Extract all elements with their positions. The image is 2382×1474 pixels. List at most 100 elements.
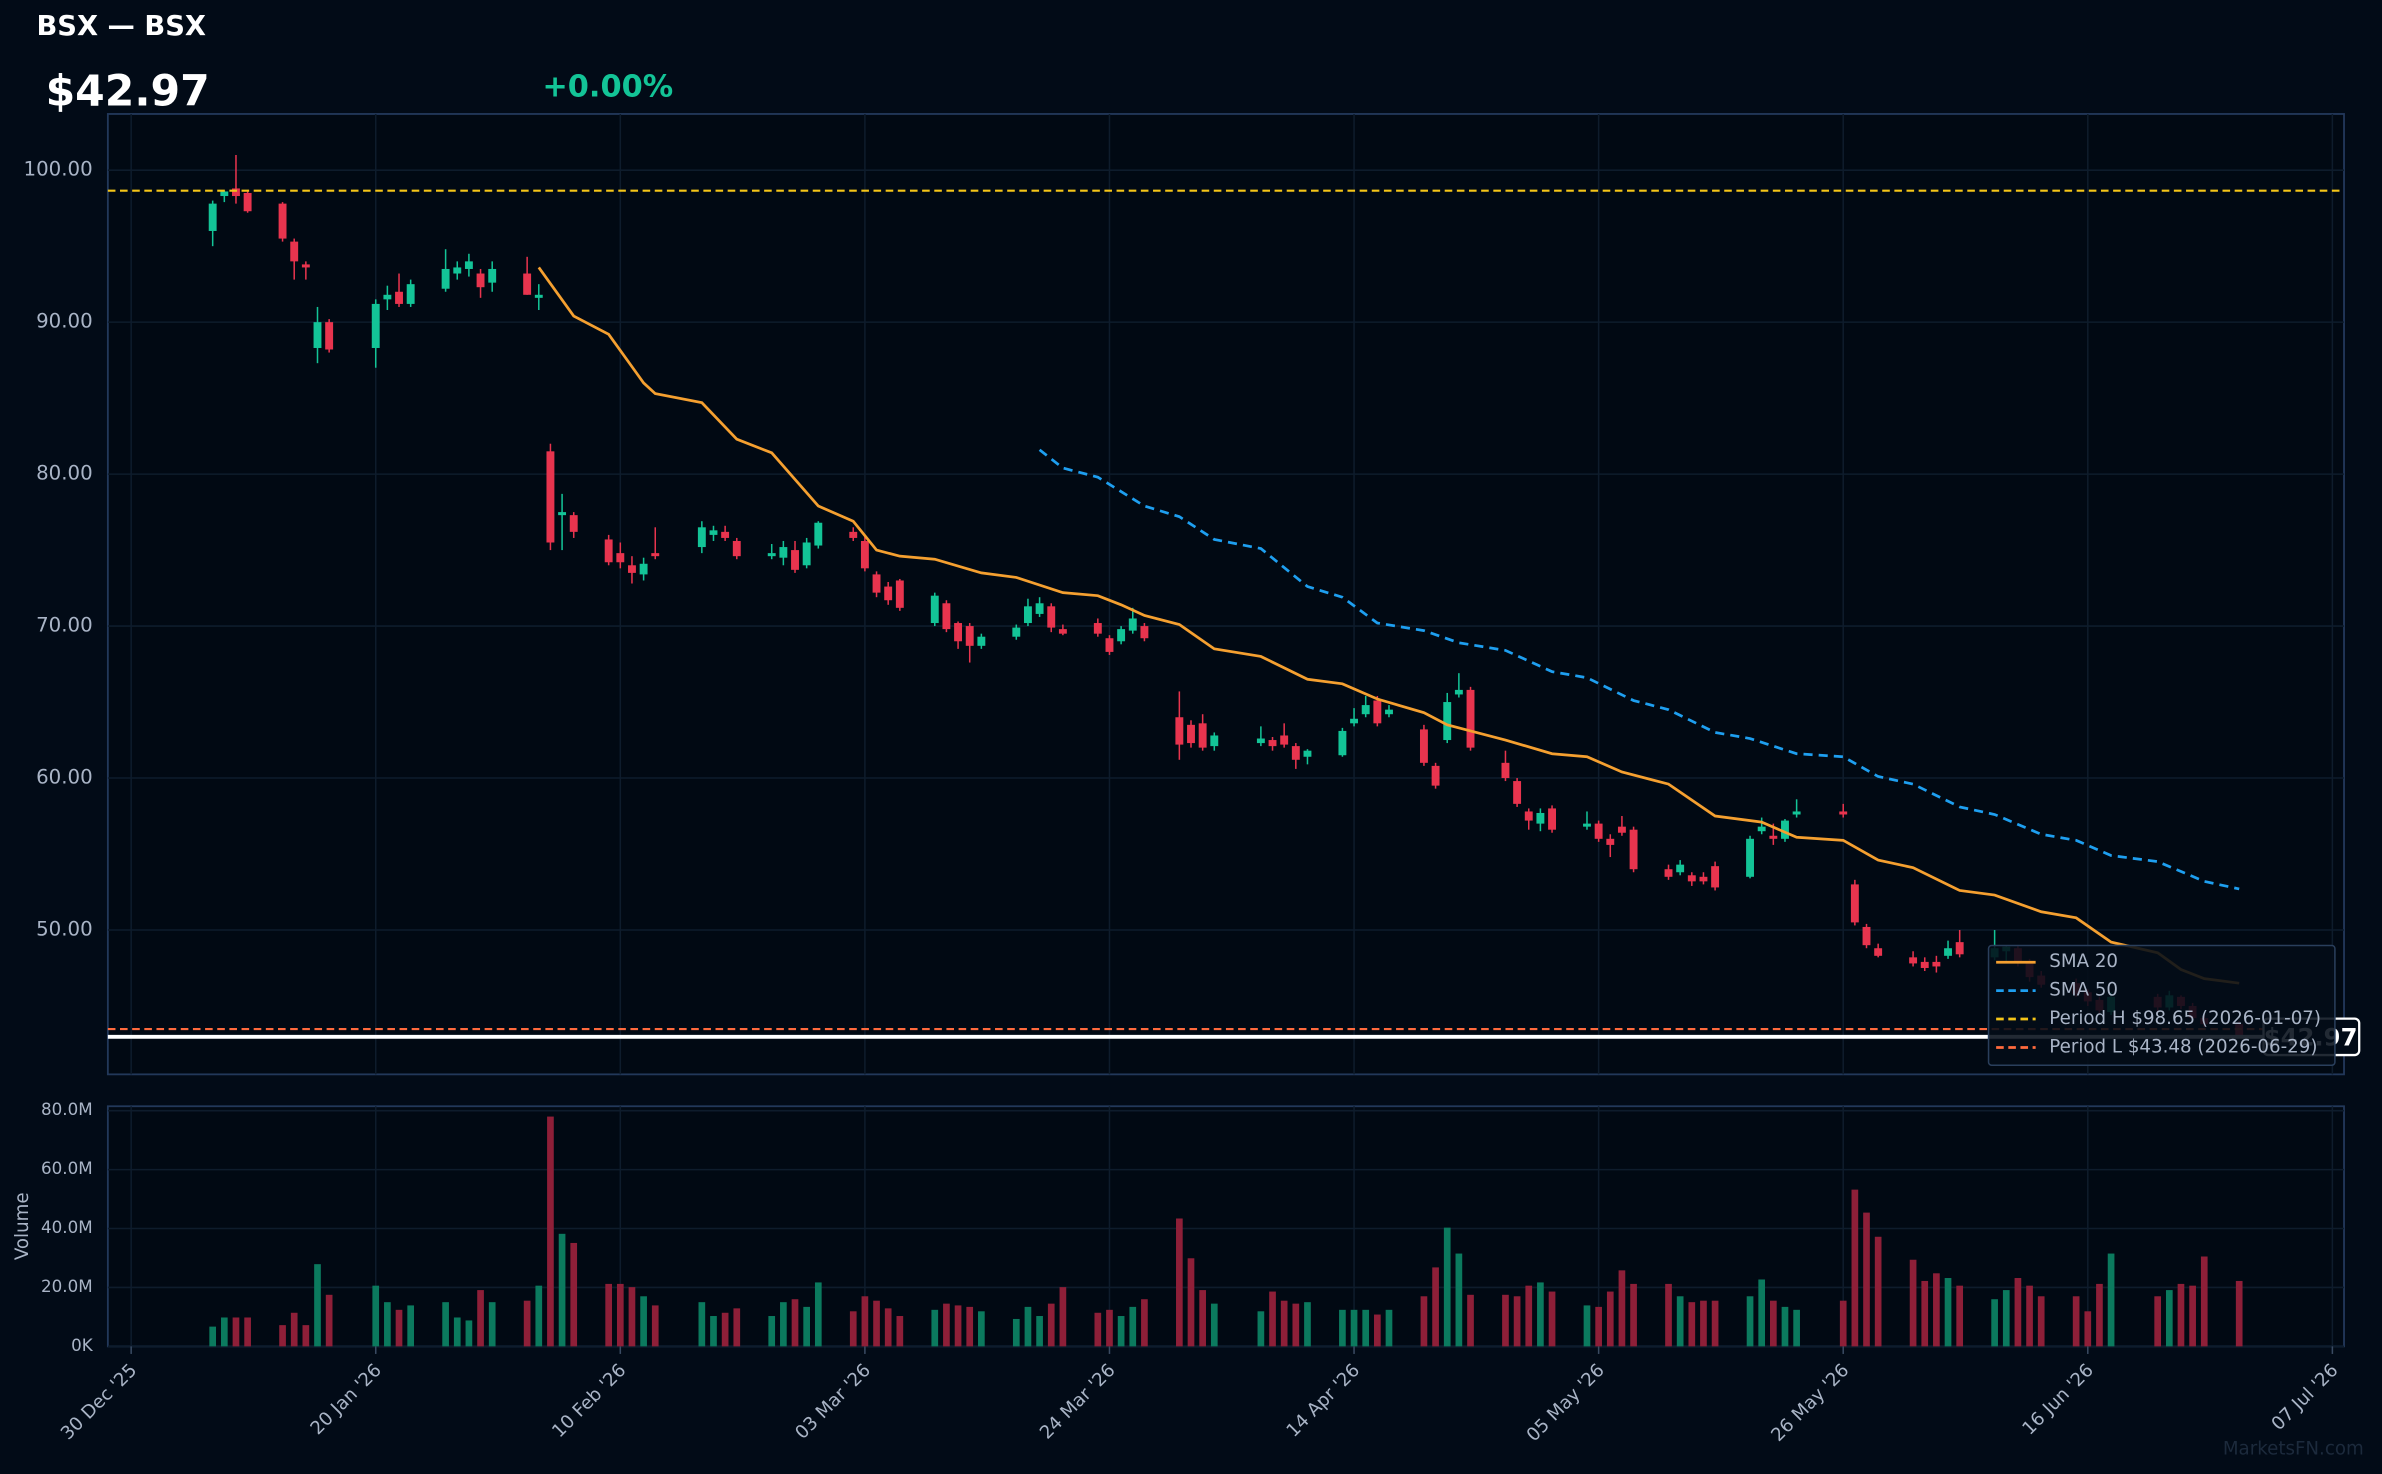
volume-bar (768, 1316, 776, 1347)
volume-bar (1467, 1294, 1474, 1347)
candle-body (546, 451, 555, 543)
volume-bar (710, 1316, 717, 1347)
volume-bar (1839, 1300, 1847, 1347)
volume-bar (1758, 1279, 1766, 1347)
candle-body (1280, 735, 1289, 745)
candle-body (1198, 723, 1207, 748)
candle-body (942, 603, 951, 630)
volume-bar (1793, 1309, 1800, 1347)
volume-bar (279, 1325, 286, 1347)
candle-body (1594, 823, 1603, 839)
volume-bar (954, 1305, 962, 1347)
volume-bar (302, 1325, 310, 1347)
volume-bar (2084, 1311, 2092, 1347)
volume-tick-label: 40.0M (41, 1217, 93, 1237)
candle-body (1629, 829, 1638, 870)
candle-body (1944, 948, 1952, 956)
volume-bar (232, 1317, 240, 1347)
candle-body (488, 268, 497, 283)
candle-body (639, 563, 648, 575)
candle-body (1454, 689, 1463, 695)
volume-bar (1176, 1218, 1183, 1347)
volume-bar (1257, 1311, 1265, 1347)
candle-body (1419, 729, 1428, 763)
candle-body (1128, 618, 1137, 631)
candle-body (406, 284, 415, 304)
candle-body (977, 636, 986, 646)
candle-body (1431, 765, 1440, 786)
volume-tick-label: 80.0M (41, 1099, 93, 1119)
volume-bar (547, 1116, 554, 1347)
volume-bar (395, 1309, 403, 1347)
candle-body (1105, 638, 1114, 652)
volume-bar (2189, 1285, 2196, 1347)
candle-body (1687, 875, 1696, 882)
volume-bar (1374, 1314, 1381, 1347)
candle-body (1711, 866, 1720, 888)
volume-bar (1443, 1227, 1451, 1347)
candle-body (767, 553, 776, 557)
volume-bar (1921, 1280, 1929, 1347)
volume-bar (2177, 1283, 2185, 1347)
legend-label: Period H $98.65 (2026-01-07) (2049, 1008, 2321, 1029)
candle-body (1548, 808, 1556, 830)
volume-bar (314, 1264, 321, 1347)
volume-bar (1432, 1267, 1439, 1347)
candle-body (1839, 811, 1848, 815)
candle-body (802, 542, 811, 566)
candle-body (1175, 717, 1184, 745)
candle-body (325, 322, 334, 350)
volume-bar (814, 1282, 822, 1347)
volume-bar (651, 1305, 659, 1347)
candle-body (313, 322, 322, 348)
change-label: +0.00% (542, 70, 673, 105)
candle-body (1303, 750, 1312, 757)
volume-bar (2235, 1280, 2243, 1347)
candle-body (1338, 730, 1347, 756)
candle-body (441, 268, 450, 289)
sma-line (1038, 448, 2240, 891)
watermark: MarketsFN.com (2223, 1439, 2364, 1460)
candle-body (290, 241, 299, 262)
sma-line (537, 266, 2240, 985)
volume-bar (1024, 1306, 1032, 1347)
candle-body (604, 539, 613, 563)
volume-bar (1944, 1278, 1952, 1347)
candle-body (814, 522, 823, 546)
candle-body (1583, 823, 1591, 827)
volume-bar (1269, 1291, 1276, 1347)
candle-body (476, 273, 485, 288)
volume-bar (616, 1283, 624, 1347)
volume-bar (1502, 1294, 1509, 1347)
candle-body (1350, 718, 1359, 724)
candle-body (1536, 812, 1545, 824)
volume-axis-label: Volume (12, 1192, 33, 1260)
volume-bar (1548, 1291, 1556, 1347)
candle-body (628, 565, 636, 573)
candle-body (930, 595, 939, 624)
candle-body (884, 586, 893, 601)
volume-bar (2165, 1290, 2173, 1347)
candle-body (243, 192, 252, 212)
candle-body (849, 531, 858, 538)
legend-label: SMA 50 (2049, 980, 2118, 1001)
volume-bar (966, 1306, 974, 1347)
volume-bar (1210, 1303, 1218, 1347)
candle-body (371, 303, 380, 348)
volume-bar (570, 1242, 578, 1347)
candle-body (1955, 942, 1964, 955)
volume-bar (640, 1296, 647, 1347)
candle-body (895, 580, 904, 608)
volume-bar (978, 1311, 985, 1347)
volume-bar (523, 1300, 531, 1347)
candle-body (1781, 820, 1789, 839)
volume-bar (1362, 1309, 1370, 1347)
volume-bar (1991, 1299, 1998, 1347)
volume-bar (290, 1312, 298, 1347)
candle-body (1373, 700, 1382, 724)
volume-bar (1583, 1305, 1591, 1347)
candle-body (558, 512, 567, 516)
candle-body (1140, 626, 1149, 639)
candle-body (232, 188, 240, 197)
candle-body (208, 203, 217, 231)
